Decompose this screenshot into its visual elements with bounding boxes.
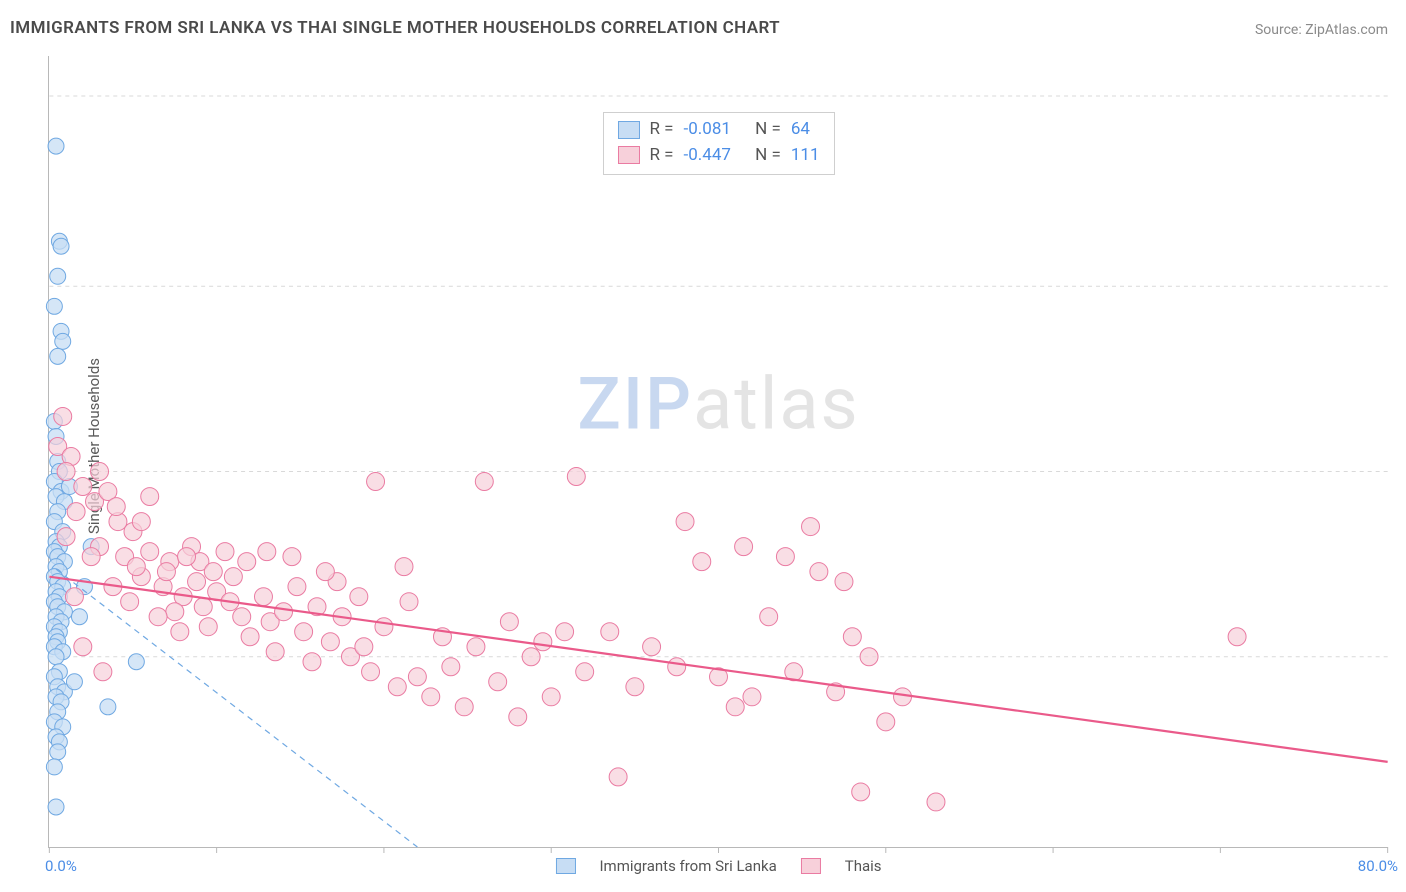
source-label: Source:: [1255, 22, 1305, 38]
plot-area: ZIPatlas R = -0.081 N = 64 R = -0.447 N …: [48, 56, 1388, 848]
value-n-thais: 111: [791, 143, 820, 169]
legend-swatch-sri-lanka: [555, 858, 575, 874]
bottom-legend: Immigrants from Sri Lanka Thais: [555, 857, 881, 875]
value-r-sri-lanka: -0.081: [684, 117, 731, 143]
info-row-sri-lanka: R = -0.081 N = 64: [617, 117, 819, 143]
x-tick-start: 0.0%: [45, 857, 77, 875]
y-tick-label: 11.2%: [1394, 278, 1406, 296]
chart-container: IMMIGRANTS FROM SRI LANKA VS THAI SINGLE…: [0, 0, 1406, 892]
legend-label-thais: Thais: [845, 857, 882, 875]
source-name: ZipAtlas.com: [1305, 22, 1388, 38]
value-r-thais: -0.447: [684, 143, 731, 169]
y-tick-label: 3.8%: [1394, 649, 1406, 667]
correlation-info-box: R = -0.081 N = 64 R = -0.447 N = 111: [602, 112, 834, 175]
label-n: N =: [755, 117, 781, 143]
info-row-thais: R = -0.447 N = 111: [617, 143, 819, 169]
source-attribution: Source: ZipAtlas.com: [1255, 22, 1388, 38]
label-r: R =: [649, 117, 673, 143]
legend-label-sri-lanka: Immigrants from Sri Lanka: [599, 857, 776, 875]
swatch-thais: [617, 146, 639, 164]
label-r: R =: [649, 143, 673, 169]
y-tick-label: 15.0%: [1394, 87, 1406, 105]
chart-title: IMMIGRANTS FROM SRI LANKA VS THAI SINGLE…: [10, 18, 780, 38]
legend-swatch-thais: [801, 858, 821, 874]
swatch-sri-lanka: [617, 121, 639, 139]
y-tick-label: 7.5%: [1394, 463, 1406, 481]
value-n-sri-lanka: 64: [791, 117, 810, 143]
label-n: N =: [755, 143, 781, 169]
x-tick-end: 80.0%: [1358, 857, 1398, 875]
